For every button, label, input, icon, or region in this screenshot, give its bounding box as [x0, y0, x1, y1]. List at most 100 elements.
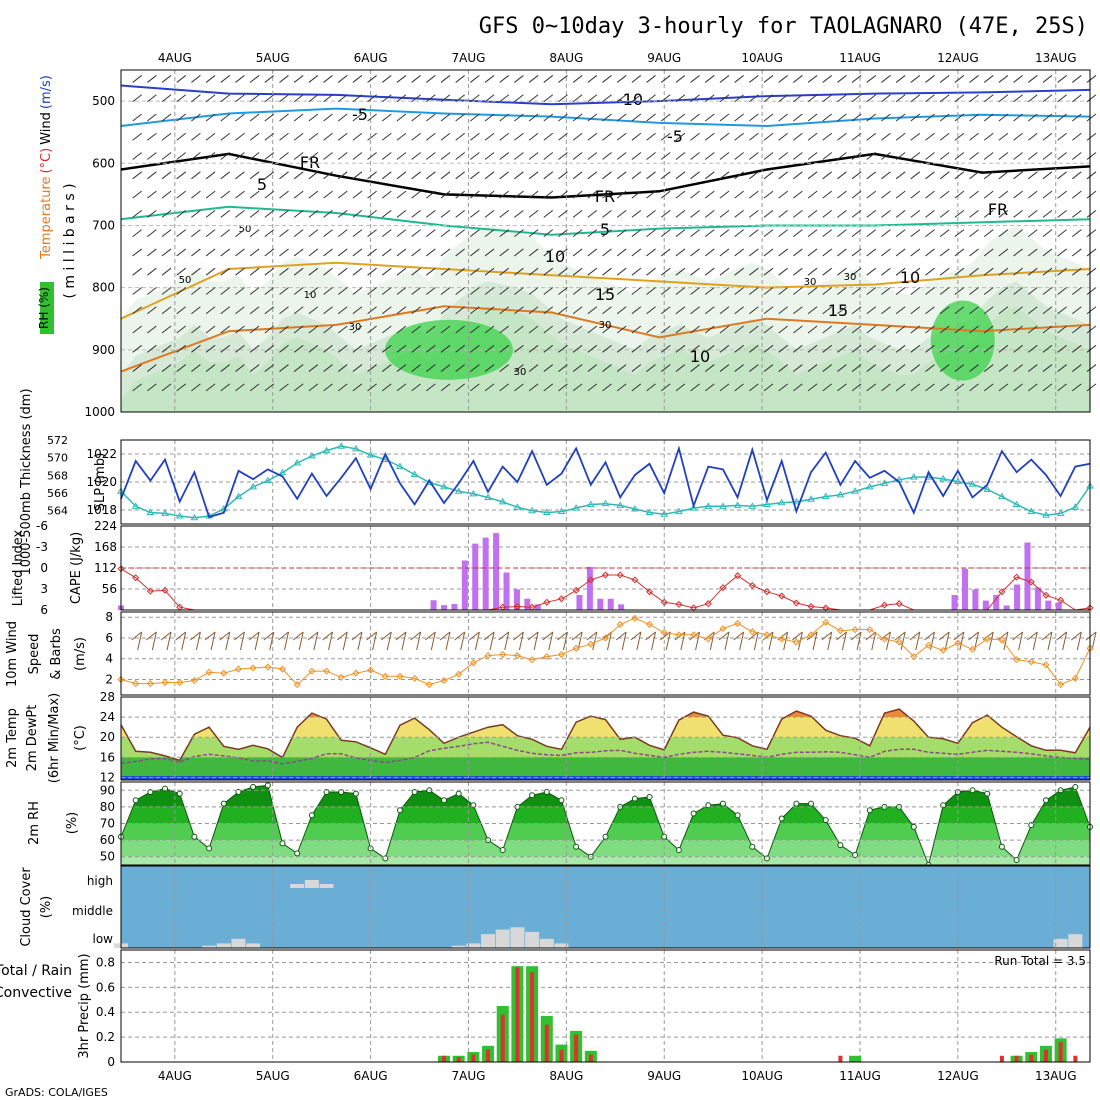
- wind-barb: [176, 113, 187, 122]
- wind-barb: [279, 94, 289, 103]
- wind-barb: [396, 267, 407, 276]
- wind-barb: [455, 75, 465, 83]
- wind-barb: [749, 94, 759, 103]
- thickness-point: [440, 482, 448, 490]
- surface-wind-barb: [416, 631, 422, 651]
- thickness-point: [601, 499, 610, 507]
- wind-barb: [264, 94, 275, 103]
- slp-panel: [117, 442, 1094, 521]
- wind-barb: [969, 383, 979, 392]
- wind-barb: [528, 306, 539, 315]
- wind-barb: [543, 171, 554, 180]
- wind-barb: [528, 209, 539, 218]
- wind-barb: [690, 209, 700, 218]
- surface-wind-barb: [166, 631, 172, 651]
- surface-wind-barb: [401, 631, 407, 651]
- surface-wind-barb: [1026, 631, 1038, 641]
- wind-barb: [807, 306, 818, 315]
- surface-wind-barb: [1085, 631, 1097, 641]
- wind-barb: [895, 287, 906, 295]
- wind-barb: [191, 267, 201, 276]
- rh-point: [352, 790, 359, 797]
- wind-barb: [132, 364, 142, 372]
- wind-barb: [572, 306, 583, 315]
- wind-barb: [543, 383, 554, 392]
- wind-barb: [470, 171, 480, 180]
- wind-barb: [455, 364, 465, 372]
- conv-precip-bar: [1058, 1042, 1063, 1062]
- surface-wind-barb: [850, 631, 862, 641]
- cape-bar: [430, 600, 437, 610]
- thickness-point: [337, 442, 346, 449]
- wind-barb: [1027, 132, 1038, 141]
- wind-barb: [881, 113, 891, 122]
- wind-barb: [925, 190, 935, 199]
- wind-barb: [337, 267, 348, 276]
- wind-barb: [983, 94, 994, 103]
- wind-barb: [763, 267, 774, 276]
- wind-barb: [998, 364, 1009, 372]
- wind-barb: [969, 325, 979, 334]
- wind-barb: [998, 75, 1009, 83]
- rh-point: [499, 847, 506, 854]
- cape-bar: [972, 589, 979, 610]
- wind-barb: [147, 132, 157, 141]
- li-point: [631, 576, 639, 584]
- wind-barb: [1027, 287, 1038, 295]
- wind-barb: [807, 75, 818, 83]
- wind-barb: [749, 306, 759, 315]
- wind-barb: [147, 152, 157, 160]
- wind-barb: [337, 190, 348, 199]
- wind-barb: [881, 383, 891, 392]
- rh-point: [602, 833, 609, 840]
- wind-barb: [1027, 267, 1038, 276]
- wind-barb: [602, 190, 612, 199]
- surface-wind-barb: [621, 631, 627, 651]
- wind-barb: [411, 190, 421, 199]
- wind-barb: [851, 306, 862, 315]
- thickness-tick: 570: [47, 452, 68, 465]
- wind-barb: [470, 75, 480, 83]
- temp-unit-label: (°C): [73, 725, 88, 751]
- wind-barb: [969, 75, 979, 83]
- wind-barb: [1072, 229, 1082, 238]
- wind-barb: [616, 229, 627, 238]
- wind-barb: [367, 132, 377, 141]
- credit-text: GrADS: COLA/IGES: [5, 1086, 108, 1099]
- wind-barb: [631, 94, 642, 103]
- wind-barb: [514, 75, 524, 83]
- wind-barb: [308, 344, 319, 353]
- wind-speed-point: [616, 620, 624, 628]
- wind-barb: [440, 364, 451, 372]
- thickness-point: [175, 512, 184, 519]
- wind-barb: [264, 344, 275, 353]
- wind-barb: [308, 364, 319, 372]
- wind-barb: [572, 364, 583, 372]
- wind-barb: [616, 75, 627, 83]
- cape-bar: [472, 543, 479, 610]
- surface-wind-barb: [651, 631, 657, 651]
- rh-point: [1042, 797, 1049, 804]
- run-total-label: Run Total = 3.5: [994, 954, 1086, 968]
- wind-barb: [969, 267, 979, 276]
- wind-barb: [837, 248, 847, 257]
- wind-barb: [1027, 152, 1038, 160]
- wind-barb: [646, 248, 656, 257]
- cloud-frame: [120, 865, 1091, 949]
- wind-barb: [499, 229, 510, 238]
- wind-barb: [367, 383, 377, 392]
- wind-speed-point: [1027, 658, 1035, 666]
- rh-point: [396, 807, 403, 814]
- wind-barb: [895, 383, 906, 392]
- surface-wind-barb: [518, 631, 524, 651]
- surface-wind-barb: [748, 631, 759, 641]
- panels: 4AUG4AUG5AUG5AUG6AUG6AUG7AUG7AUG8AUG8AUG…: [0, 51, 1097, 1083]
- wind-barb: [778, 306, 788, 315]
- li-axis-label: Lifted Index: [11, 529, 26, 606]
- wind-barb: [514, 287, 524, 295]
- wind-barb: [646, 190, 656, 199]
- wind-barb: [205, 113, 216, 122]
- wind-barb: [954, 267, 965, 276]
- wind-barb: [925, 75, 935, 83]
- wind-barb: [308, 94, 319, 103]
